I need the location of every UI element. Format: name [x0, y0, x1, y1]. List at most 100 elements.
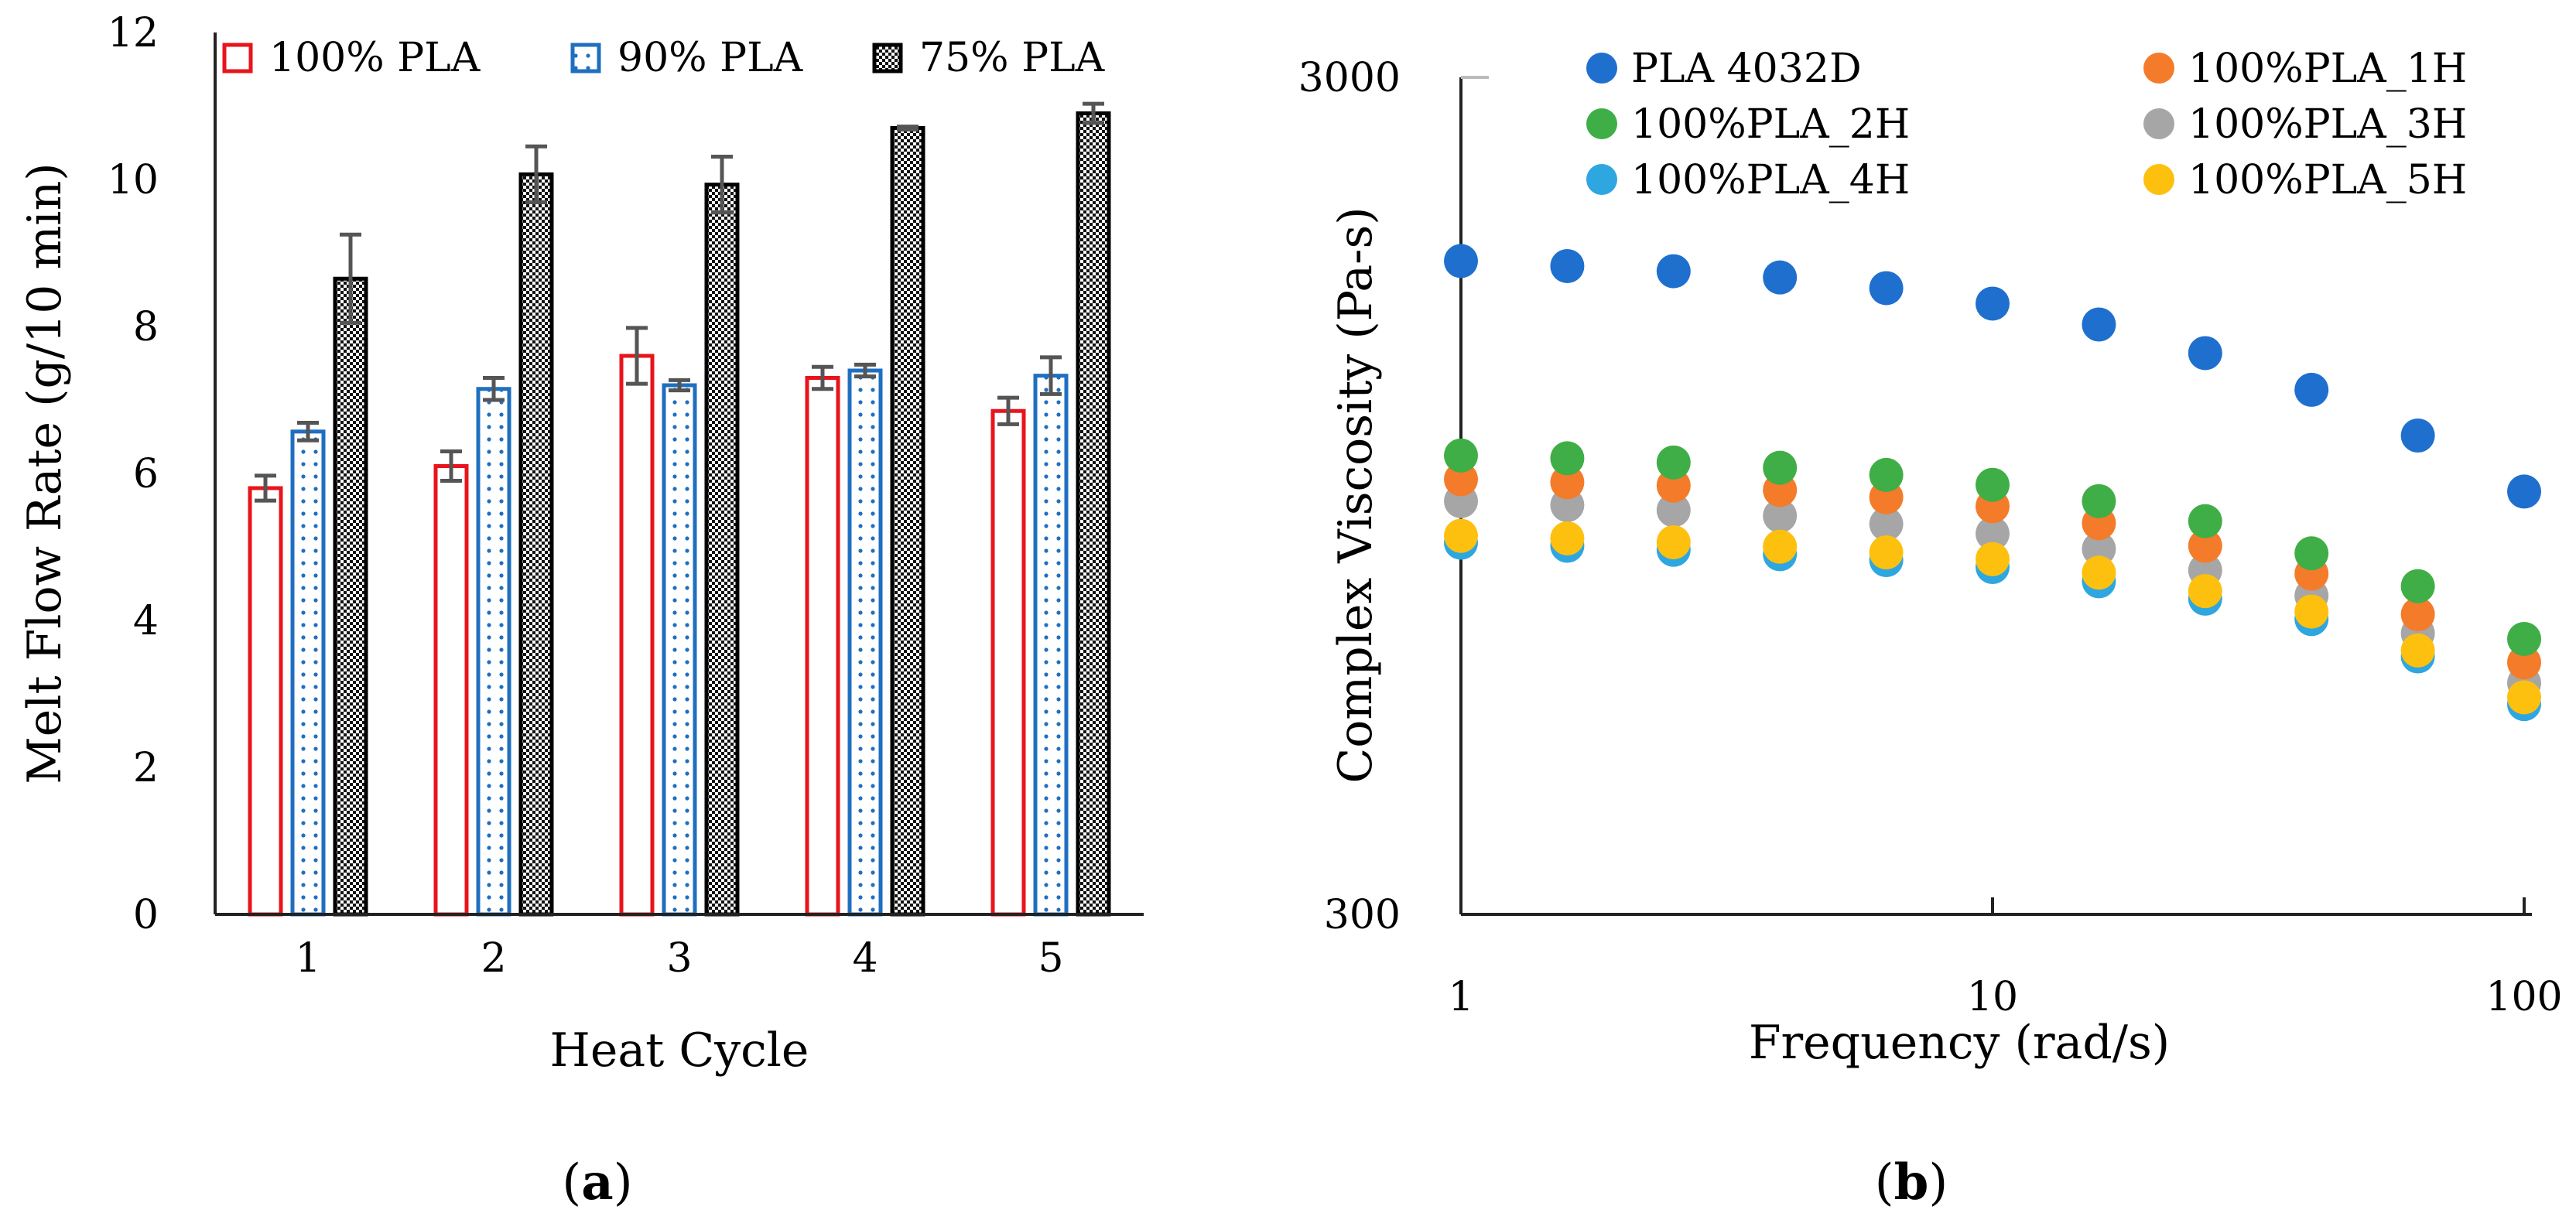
- x-tick-label: 1: [295, 935, 320, 982]
- data-point: [2082, 307, 2116, 342]
- y-tick-label: 8: [133, 304, 159, 350]
- data-point: [2400, 597, 2435, 632]
- y-tick-labels: 0 2 4 6 8 10 12: [108, 10, 159, 938]
- x-tick-label: 3: [666, 935, 692, 982]
- data-point: [2082, 555, 2116, 590]
- y-tick-label: 6: [133, 451, 159, 497]
- data-point: [2400, 418, 2435, 453]
- data-point: [1763, 260, 1798, 295]
- tick-marks: [1459, 76, 2526, 914]
- data-point: [1763, 450, 1798, 485]
- x-tick-label: 4: [852, 935, 877, 982]
- legend-marker: [2143, 164, 2174, 195]
- data-point: [1763, 498, 1798, 533]
- legend-label: 100%PLA_3H: [2188, 101, 2467, 148]
- data-point: [1656, 493, 1691, 528]
- bar: [704, 183, 740, 917]
- data-point: [2400, 633, 2435, 668]
- data-point: [2082, 531, 2116, 566]
- y-tick-label: 2: [133, 745, 159, 791]
- data-point: [2400, 569, 2435, 603]
- legend-label: 100%PLA_2H: [1631, 101, 1910, 148]
- bar: [662, 383, 697, 917]
- points-group: [1444, 244, 2541, 722]
- data-point: [2188, 574, 2222, 609]
- legend: PLA 4032D 100%PLA_1H 100%PLA_2H 100%PLA_3H 1…: [1586, 46, 2467, 203]
- x-tick-label: 10: [1967, 974, 2018, 1020]
- legend-swatch: [222, 43, 253, 73]
- legend-label: 100%PLA_5H: [2188, 157, 2467, 203]
- data-point: [1976, 516, 2010, 551]
- legend-label: 100%PLA_4H: [1631, 157, 1910, 203]
- data-point: [2507, 645, 2541, 680]
- legend-label: 100%PLA_1H: [2188, 46, 2467, 92]
- legend-marker: [1586, 53, 1617, 84]
- legend-label: PLA 4032D: [1631, 46, 1862, 92]
- data-point: [2188, 336, 2222, 371]
- x-tick-labels: 1 2 3 4 5: [295, 935, 1063, 982]
- data-point: [1763, 529, 1798, 564]
- data-point: [2188, 528, 2222, 563]
- data-point: [1976, 286, 2010, 321]
- data-point: [1550, 465, 1585, 500]
- panel-letter: a: [581, 1153, 613, 1211]
- data-point: [1869, 535, 1904, 570]
- y-tick-labels: 300 3000: [1298, 55, 1401, 938]
- data-point: [2507, 621, 2541, 656]
- legend: 100% PLA 90% PLA 75% PLA: [222, 35, 1106, 81]
- y-tick-label: 12: [108, 10, 159, 56]
- data-point: [1656, 254, 1691, 289]
- y-tick-label: 300: [1324, 892, 1401, 938]
- legend-marker: [2143, 108, 2174, 139]
- y-tick-label: 3000: [1298, 55, 1401, 101]
- error-bars-group: [255, 101, 1104, 503]
- bar: [476, 387, 511, 917]
- bar: [805, 376, 840, 917]
- legend-label: 75% PLA: [919, 35, 1106, 81]
- data-point: [1869, 507, 1904, 542]
- bar: [1033, 374, 1069, 917]
- data-point: [1444, 438, 1478, 473]
- legend-marker: [1586, 164, 1617, 195]
- bar: [333, 276, 368, 917]
- x-axis-label: Heat Cycle: [550, 1023, 809, 1078]
- data-point: [1976, 467, 2010, 502]
- panel-label: (b): [1875, 1153, 1948, 1211]
- data-point: [1656, 524, 1691, 559]
- legend-swatch: [570, 43, 601, 73]
- x-axis-label: Frequency (rad/s): [1749, 1016, 2170, 1070]
- x-tick-label: 5: [1038, 935, 1063, 982]
- chart-b: 300 3000 1 10 100 Frequency (rad/s) Complex…: [1298, 46, 2563, 1211]
- legend-label: 100% PLA: [269, 35, 481, 81]
- bar: [847, 368, 883, 917]
- data-point: [1444, 462, 1478, 497]
- legend-swatch: [872, 43, 903, 73]
- y-tick-label: 10: [108, 157, 159, 203]
- bar: [619, 354, 655, 917]
- bar: [433, 464, 469, 917]
- panel-label: (a): [562, 1153, 632, 1211]
- data-point: [2294, 536, 2329, 571]
- bar: [290, 429, 326, 917]
- legend-marker: [2143, 53, 2174, 84]
- x-tick-label: 2: [481, 935, 506, 982]
- data-point: [1869, 457, 1904, 492]
- data-point: [1444, 244, 1478, 278]
- bar: [990, 408, 1026, 917]
- x-tick-label: 100: [2485, 974, 2562, 1020]
- data-point: [2082, 483, 2116, 518]
- data-point: [1550, 441, 1585, 476]
- bar: [890, 126, 925, 917]
- y-axis-label: Melt Flow Rate (g/10 min): [18, 162, 72, 784]
- data-point: [1550, 521, 1585, 555]
- bars-group: [248, 111, 1111, 917]
- x-tick-label: 1: [1448, 974, 1473, 1020]
- y-tick-label: 0: [133, 892, 159, 938]
- bar: [248, 486, 283, 917]
- y-axis-label: Complex Viscosity (Pa-s): [1329, 207, 1383, 783]
- panel-letter: b: [1894, 1153, 1929, 1211]
- data-point: [1444, 518, 1478, 553]
- data-point: [2294, 372, 2329, 407]
